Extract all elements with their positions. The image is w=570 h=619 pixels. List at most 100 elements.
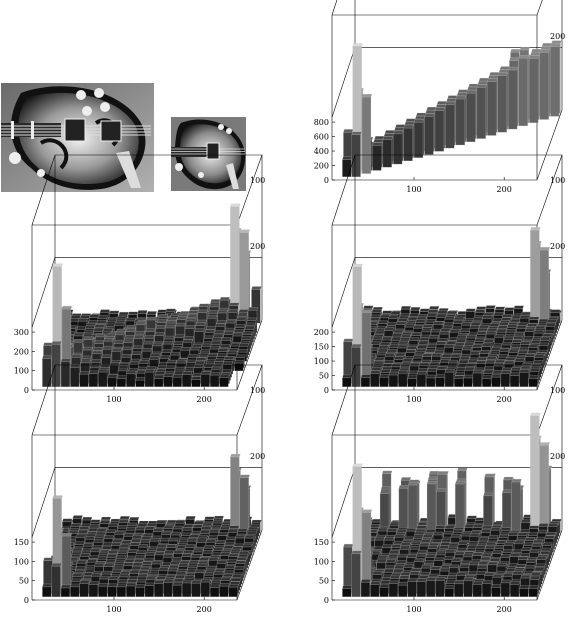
- bars: [42, 453, 262, 597]
- histogram-bar: [360, 579, 371, 597]
- histogram-bar: [455, 95, 466, 146]
- histogram-bar: [426, 480, 438, 540]
- histogram-3d-5: 0 50 100 150 100 200 200 100: [314, 364, 565, 614]
- y-axis-ticks: 200 100: [250, 386, 265, 461]
- x-tick-label: 100: [106, 605, 121, 614]
- histogram-bar: [135, 377, 146, 387]
- histogram-panel-1: 0200400600800100200200100: [300, 0, 570, 198]
- histogram-bar: [454, 375, 465, 387]
- histogram-bar: [379, 374, 390, 387]
- histogram-3d-4: 0 50 100 150 100 200 200 100: [14, 364, 265, 614]
- z-tick-label: 0: [324, 176, 329, 185]
- histogram-3d-1: 0200400600800100200200100: [314, 0, 565, 194]
- histogram-bar: [518, 55, 529, 127]
- histogram-bar: [519, 369, 530, 387]
- z-tick-label: 100: [314, 557, 329, 566]
- histogram-bar: [407, 578, 418, 597]
- histogram-bar: [509, 581, 521, 597]
- histogram-bar: [144, 582, 155, 597]
- histogram-bar: [424, 113, 435, 155]
- histogram-panel-4: 0 50 100 150 100 200 200 100: [0, 364, 270, 619]
- histogram-bar: [472, 581, 483, 597]
- histogram-bar: [482, 375, 493, 387]
- histogram-bar: [398, 370, 409, 387]
- histogram-bar: [539, 247, 550, 330]
- histogram-bar: [126, 370, 137, 387]
- histogram-bar: [435, 374, 446, 387]
- histogram-bar: [154, 375, 165, 387]
- x-tick-label: 200: [497, 185, 512, 194]
- y-axis-ticks: 200 100: [550, 176, 565, 251]
- histogram-bar: [500, 579, 511, 597]
- histogram-bar: [508, 66, 519, 130]
- z-axis-ticks: 0 100 200 300: [14, 328, 35, 395]
- histogram-bar: [407, 375, 418, 387]
- z-tick-label: 100: [14, 367, 29, 376]
- histogram-bar: [360, 374, 371, 387]
- histogram-bar: [413, 119, 425, 158]
- y-tick-label: 200: [550, 242, 565, 251]
- histogram-bar: [191, 580, 202, 597]
- histogram-bar: [491, 374, 502, 387]
- histogram-bar: [379, 584, 390, 597]
- z-tick-label: 50: [319, 372, 329, 381]
- x-tick-label: 200: [497, 605, 512, 614]
- histogram-bar: [398, 582, 409, 597]
- z-tick-label: 150: [14, 538, 29, 547]
- histogram-bar: [135, 584, 146, 597]
- box-frame: [331, 154, 563, 391]
- histogram-bar: [388, 580, 399, 597]
- histogram-bar: [70, 364, 81, 387]
- histogram-bar: [454, 580, 465, 597]
- histogram-bar: [529, 55, 540, 123]
- histogram-bar: [403, 125, 414, 162]
- histogram-bar: [476, 84, 487, 139]
- guitar-photo-large-art: [1, 83, 154, 192]
- histogram-bar: [126, 582, 137, 597]
- z-tick-label: 0: [324, 386, 329, 395]
- histogram-bar: [70, 583, 81, 597]
- histogram-bar: [500, 370, 511, 387]
- y-tick-label: 200: [550, 452, 565, 461]
- z-tick-label: 600: [314, 133, 329, 142]
- histogram-bar: [98, 583, 109, 597]
- z-tick-label: 150: [314, 538, 329, 547]
- z-tick-label: 100: [314, 357, 329, 366]
- histogram-bar: [51, 563, 62, 597]
- histogram-bar: [445, 101, 456, 149]
- histogram-bar: [463, 577, 474, 597]
- x-axis-ticks: 100 200: [406, 177, 512, 194]
- histogram-bar: [370, 581, 381, 597]
- z-tick-label: 100: [14, 557, 29, 566]
- histogram-bar: [351, 131, 362, 177]
- histogram-bar: [416, 578, 427, 597]
- histogram-bar: [209, 372, 221, 387]
- y-tick-label: 100: [250, 176, 265, 185]
- histogram-bar: [154, 580, 165, 597]
- histogram-panel-2: 0 100 200 300 100 200 200 100: [0, 154, 270, 410]
- guitar-photo-small: [171, 117, 246, 191]
- z-tick-label: 200: [314, 328, 329, 337]
- histogram-bar: [42, 583, 53, 597]
- histogram-bar: [200, 371, 211, 387]
- histogram-bar: [191, 376, 202, 387]
- histogram-bar: [361, 94, 373, 174]
- histogram-bar: [342, 585, 353, 597]
- z-axis-ticks: 0 50 100 150: [314, 538, 335, 605]
- histogram-bar: [372, 142, 383, 171]
- histogram-bar: [434, 107, 446, 152]
- histogram-bar: [491, 584, 502, 597]
- x-axis-ticks: 100 200: [406, 387, 512, 404]
- histogram-bar: [530, 227, 541, 330]
- histogram-bar: [444, 585, 455, 597]
- histogram-bar: [509, 372, 521, 387]
- y-tick-label: 100: [550, 176, 565, 185]
- histogram-bar: [200, 579, 211, 597]
- histogram-bar: [361, 309, 373, 384]
- histogram-bar: [528, 375, 539, 387]
- y-tick-label: 100: [550, 386, 565, 395]
- histogram-bar: [79, 371, 90, 387]
- x-tick-label: 100: [406, 185, 421, 194]
- histogram-bar: [61, 532, 73, 594]
- histogram-bar: [116, 375, 127, 387]
